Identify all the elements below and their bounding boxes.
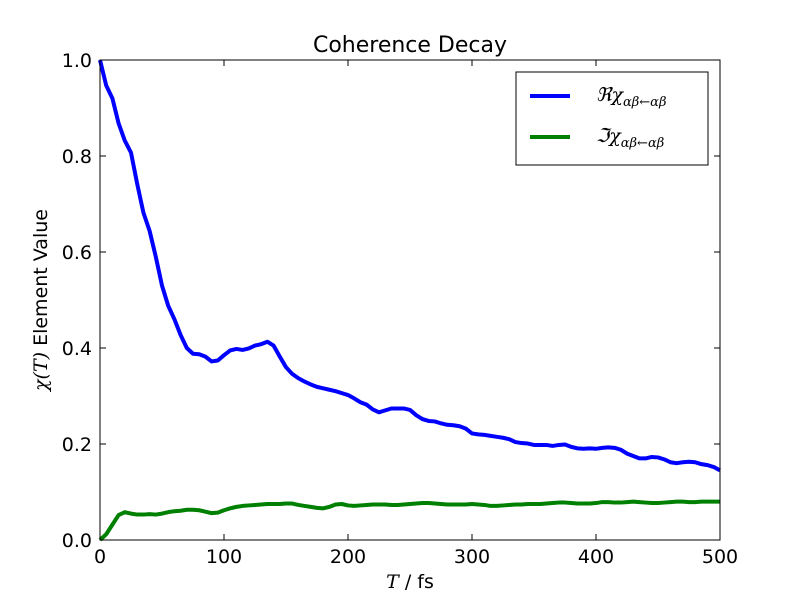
ticks-layer: 0 100 200 300 400 500 0.0 0.2 0.4 0.6 0.8 1.0 bbox=[62, 50, 738, 568]
y-axis-symbol: χ(T) bbox=[30, 352, 52, 393]
legend-label-real-main: ℜχ bbox=[596, 84, 624, 106]
x-tick-label: 100 bbox=[206, 546, 242, 568]
x-axis-label: T / fs bbox=[386, 571, 434, 593]
x-tick-label: 400 bbox=[578, 546, 614, 568]
legend-label-imag: ℑχαβ←αβ bbox=[596, 125, 664, 151]
y-tick-label: 0.4 bbox=[62, 338, 92, 360]
y-tick-label: 0.0 bbox=[62, 530, 92, 552]
series-line-imag bbox=[98, 499, 720, 542]
chart-title: Coherence Decay bbox=[313, 33, 507, 58]
legend-label-imag-sub: αβ←αβ bbox=[621, 136, 664, 151]
legend: ℜχαβ←αβ ℑχαβ←αβ bbox=[515, 71, 709, 166]
y-axis-text: Element Value bbox=[30, 209, 52, 352]
x-tick-label: 0 bbox=[94, 546, 106, 568]
legend-label-real: ℜχαβ←αβ bbox=[596, 84, 666, 110]
series-layer bbox=[98, 59, 721, 542]
y-tick-label: 0.6 bbox=[62, 242, 92, 264]
y-tick-label: 0.8 bbox=[62, 146, 92, 168]
legend-box bbox=[515, 71, 709, 166]
x-tick-label: 200 bbox=[330, 546, 366, 568]
y-tick-label: 1.0 bbox=[62, 50, 92, 72]
x-tick-label: 300 bbox=[454, 546, 490, 568]
legend-label-imag-main: ℑχ bbox=[596, 125, 622, 147]
legend-label-real-sub: αβ←αβ bbox=[623, 95, 666, 110]
y-axis-label: χ(T) Element Value bbox=[30, 209, 52, 393]
x-tick-label: 500 bbox=[702, 546, 738, 568]
x-axis-symbol: T bbox=[386, 571, 400, 593]
plot-frame bbox=[99, 59, 721, 541]
x-axis-unit: / fs bbox=[399, 571, 434, 593]
y-tick-label: 0.2 bbox=[62, 434, 92, 456]
series-line-real bbox=[98, 59, 721, 473]
